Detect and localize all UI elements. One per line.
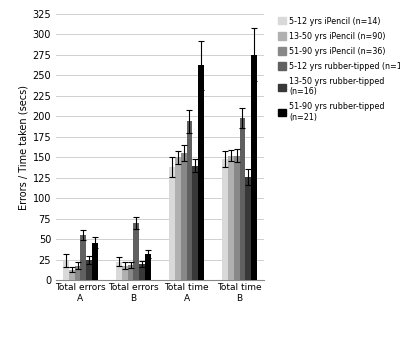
Bar — [175, 157, 181, 280]
Bar — [240, 118, 245, 280]
Bar — [139, 264, 145, 280]
Bar — [181, 153, 186, 280]
Bar — [234, 156, 240, 280]
Bar — [228, 156, 234, 280]
Bar — [75, 266, 80, 280]
Bar — [80, 235, 86, 280]
Bar — [186, 121, 192, 280]
Bar — [222, 159, 228, 280]
Y-axis label: Errors / Time taken (secs): Errors / Time taken (secs) — [18, 84, 28, 210]
Bar — [86, 260, 92, 280]
Bar — [116, 262, 122, 280]
Bar — [245, 177, 251, 280]
Bar — [134, 223, 139, 280]
Bar — [63, 261, 69, 280]
Bar — [69, 270, 75, 280]
Bar — [198, 65, 204, 280]
Bar — [145, 254, 151, 280]
Bar — [251, 55, 257, 280]
Bar — [192, 166, 198, 280]
Bar — [92, 243, 98, 280]
Bar — [128, 265, 134, 280]
Bar — [122, 266, 128, 280]
Legend: 5-12 yrs iPencil (n=14), 13-50 yrs iPencil (n=90), 51-90 yrs iPencil (n=36), 5-1: 5-12 yrs iPencil (n=14), 13-50 yrs iPenc… — [276, 15, 400, 123]
Bar — [169, 167, 175, 280]
